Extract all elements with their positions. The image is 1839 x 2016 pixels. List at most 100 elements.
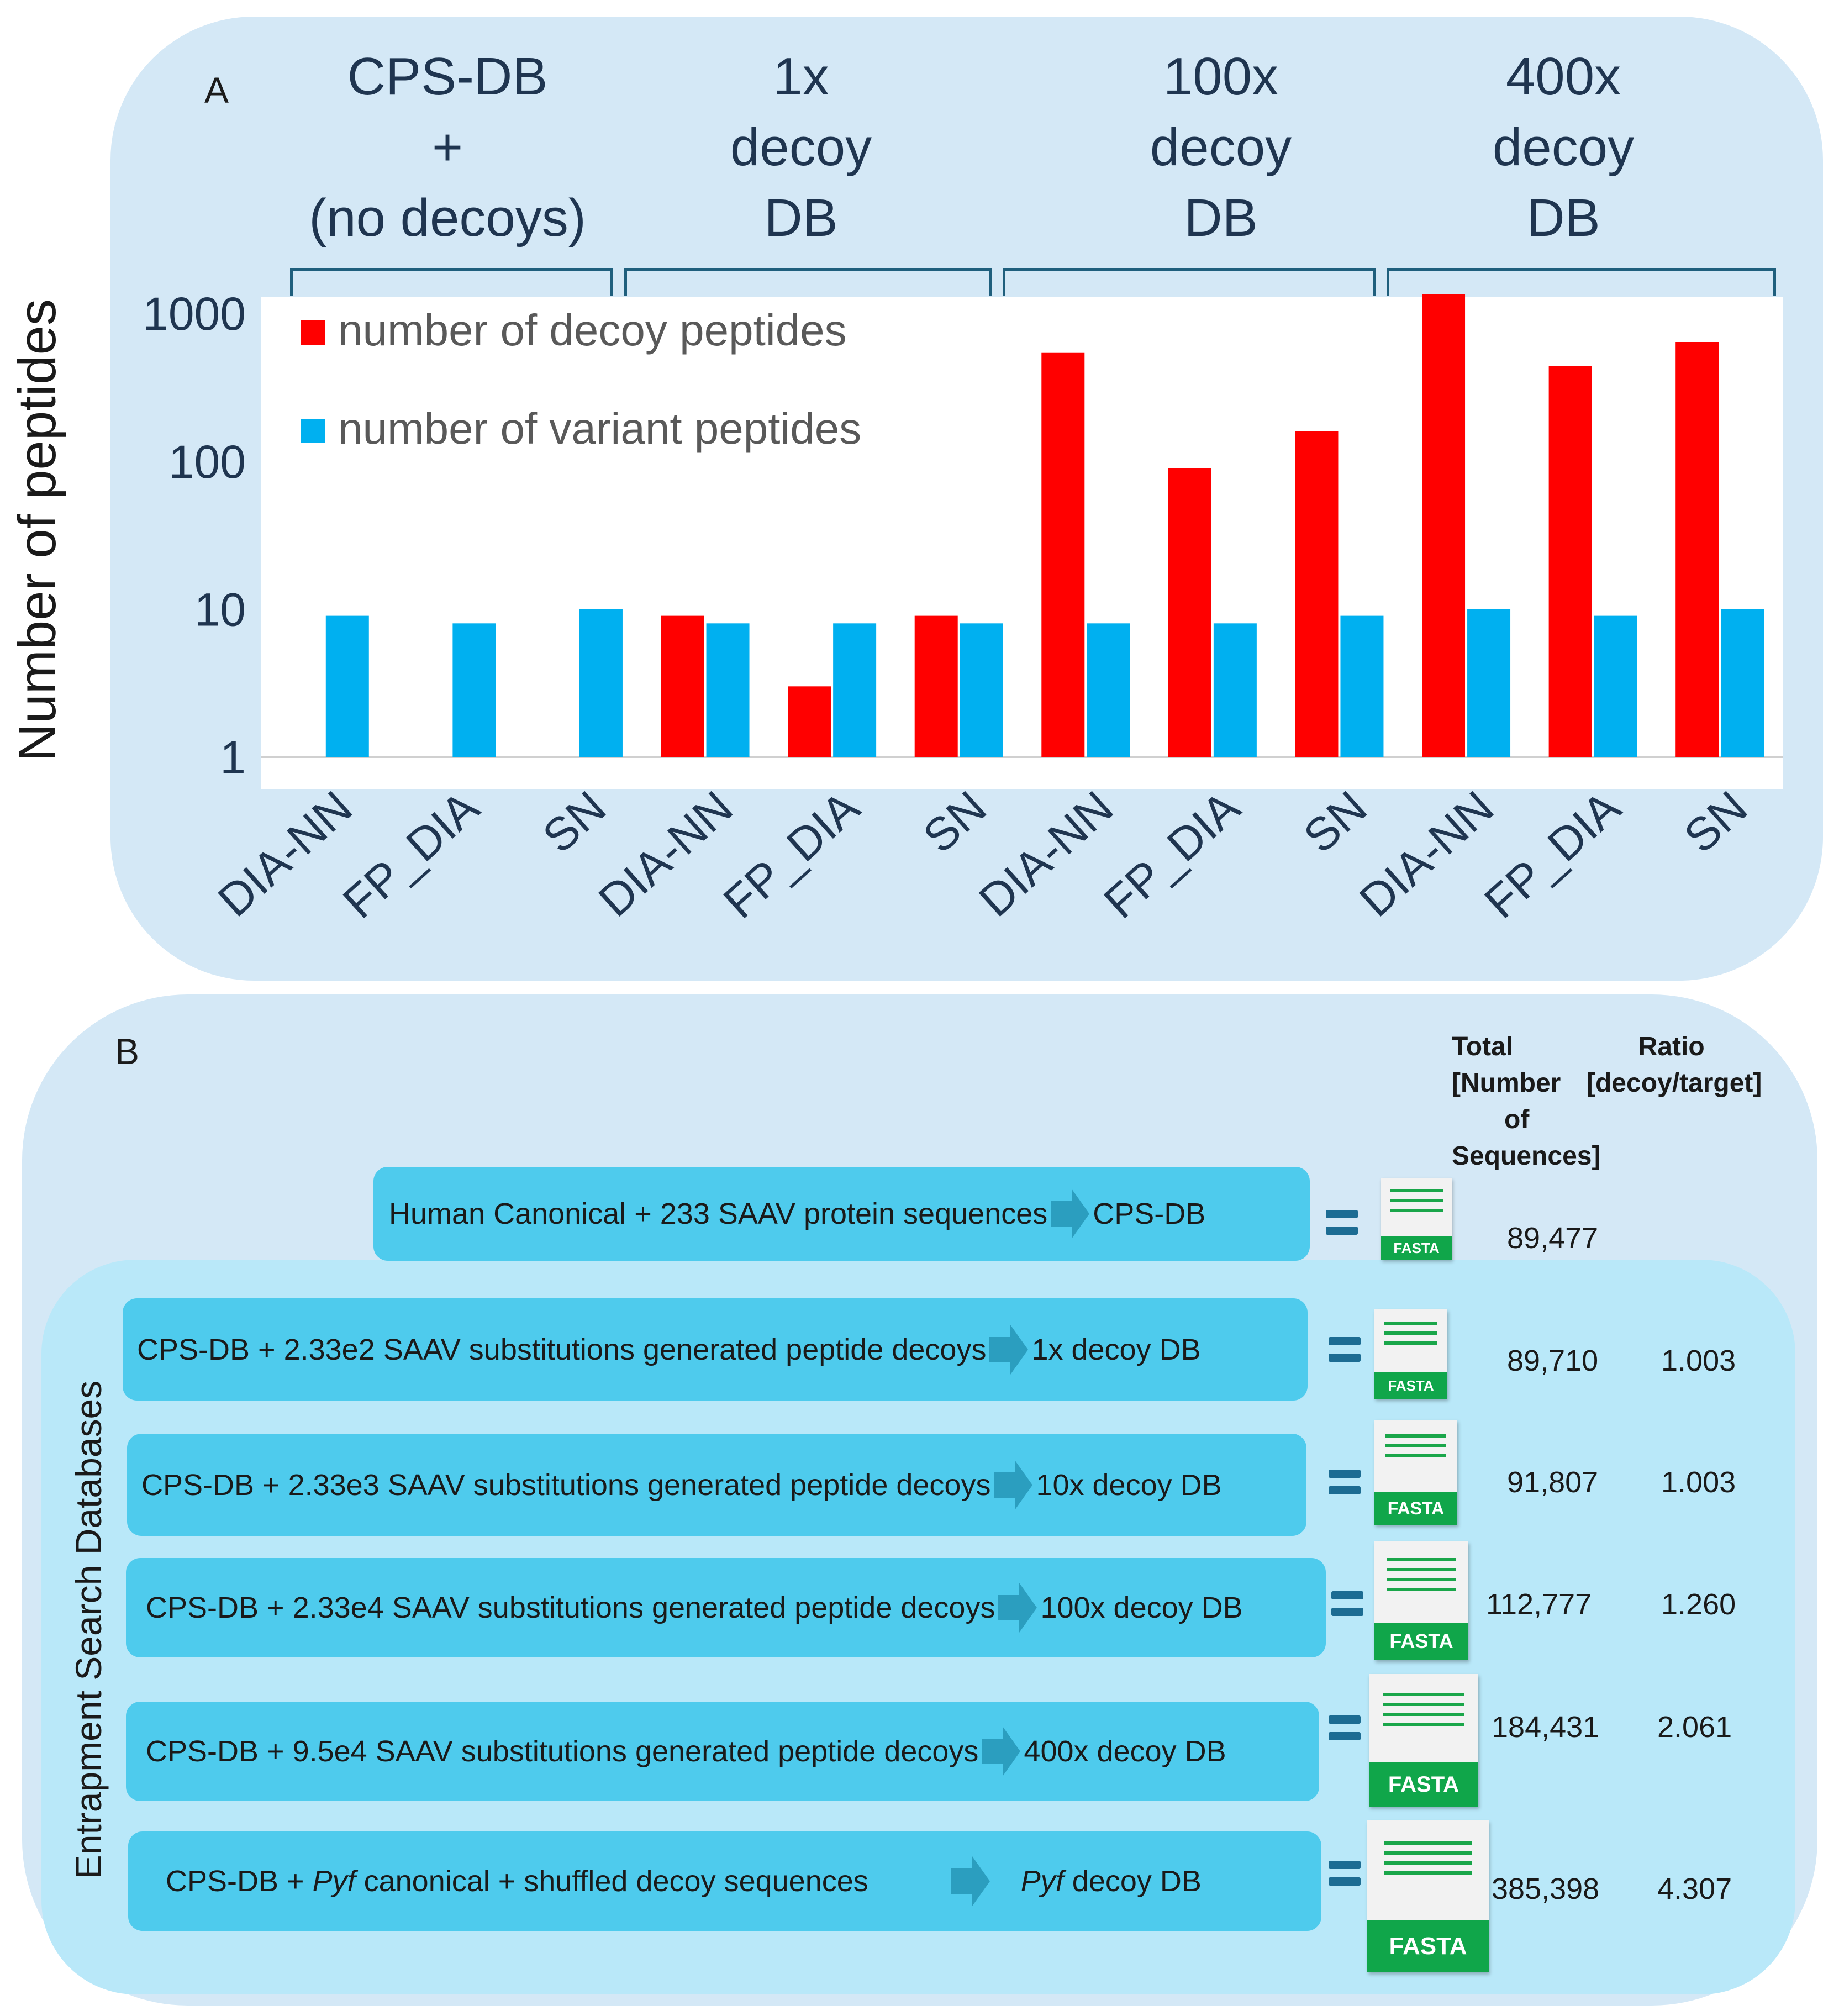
- row-description-part: canonical + shuffled decoy sequences: [355, 1865, 868, 1898]
- row-target: Pyf decoy DB: [1021, 1864, 1202, 1898]
- panel-b-label: B: [115, 1031, 140, 1072]
- decoy-bar: [1295, 431, 1339, 757]
- plot-area: [261, 297, 1783, 789]
- decoy-target-ratio: 2.061: [1657, 1710, 1732, 1744]
- y-axis-label: Number of peptides: [8, 299, 67, 762]
- total-sequences: 385,398: [1492, 1872, 1600, 1906]
- fasta-label: FASTA: [1367, 1920, 1489, 1972]
- y-tick-label: 1: [220, 731, 246, 783]
- total-sequences: 89,477: [1507, 1222, 1599, 1255]
- decoy-bar: [1548, 366, 1592, 757]
- database-row: CPS-DB + 2.33e2 SAAV substitutions gener…: [123, 1298, 1308, 1401]
- arrow-icon: [1051, 1189, 1090, 1239]
- legend-label: number of variant peptides: [338, 404, 861, 453]
- group-title-400x: 400x decoy DB: [1403, 41, 1724, 254]
- y-tick-label: 1000: [143, 288, 246, 340]
- variant-bar: [325, 615, 369, 757]
- arrow-icon: [994, 1460, 1033, 1510]
- group-bracket: [290, 268, 613, 296]
- row-target-part: decoy DB: [1063, 1865, 1202, 1898]
- total-column-header: Total [Number of Sequences]: [1452, 1029, 1600, 1175]
- y-tick-label: 100: [168, 436, 246, 488]
- x-tick-label: DIA-NN: [969, 781, 1123, 927]
- arrow-icon: [989, 1324, 1029, 1375]
- decoy-bar: [1168, 467, 1211, 757]
- row-target: 400x decoy DB: [1024, 1735, 1226, 1768]
- x-tick-label: FP_DIA: [333, 781, 488, 929]
- fasta-label: FASTA: [1374, 1492, 1457, 1525]
- fasta-file-icon: FASTA: [1367, 1820, 1489, 1972]
- x-tick-label: FP_DIA: [1094, 781, 1249, 929]
- legend-swatch: [301, 320, 325, 345]
- legend-swatch: [301, 419, 325, 443]
- total-sequences: 112,777: [1486, 1588, 1592, 1621]
- variant-bar: [1721, 609, 1764, 757]
- group-title-100x: 100x decoy DB: [1061, 41, 1381, 254]
- decoy-bar: [1041, 352, 1085, 757]
- database-row: CPS-DB + Pyf canonical + shuffled decoy …: [128, 1831, 1321, 1931]
- variant-bar: [1087, 623, 1130, 757]
- row-description: Human Canonical + 233 SAAV protein seque…: [389, 1197, 1048, 1230]
- x-tick-label: SN: [1294, 781, 1377, 863]
- fasta-label: FASTA: [1381, 1236, 1452, 1260]
- group-title-line: decoy: [730, 118, 872, 177]
- variant-bar: [579, 609, 623, 757]
- ratio-column-header: Ratio [decoy/target]: [1587, 1029, 1762, 1102]
- x-tick-label: DIA-NN: [589, 781, 742, 927]
- row-description: CPS-DB + 2.33e2 SAAV substitutions gener…: [137, 1333, 987, 1366]
- group-title-line: 100x: [1163, 47, 1279, 106]
- decoy-bar: [661, 615, 704, 757]
- variant-bar: [706, 623, 750, 757]
- row-description: CPS-DB + Pyf canonical + shuffled decoy …: [166, 1864, 868, 1898]
- total-sequences: 89,710: [1507, 1344, 1599, 1377]
- variant-bar: [1340, 615, 1384, 757]
- row-description-part: CPS-DB +: [166, 1865, 313, 1898]
- row-description: CPS-DB + 9.5e4 SAAV substitutions genera…: [146, 1735, 979, 1768]
- fasta-label: FASTA: [1374, 1372, 1447, 1399]
- database-row: Human Canonical + 233 SAAV protein seque…: [373, 1167, 1310, 1261]
- fasta-label: FASTA: [1374, 1623, 1468, 1660]
- decoy-target-ratio: 1.003: [1661, 1466, 1736, 1499]
- row-target: 100x decoy DB: [1040, 1591, 1243, 1624]
- equals-icon: [1329, 1861, 1361, 1894]
- group-bracket: [1387, 268, 1776, 296]
- group-title-line: DB: [1526, 188, 1600, 248]
- legend-label: number of decoy peptides: [338, 306, 847, 355]
- equals-icon: [1329, 1337, 1361, 1370]
- arrow-icon: [998, 1583, 1037, 1633]
- arrow-icon: [982, 1727, 1021, 1776]
- row-description: CPS-DB + 2.33e3 SAAV substitutions gener…: [141, 1468, 991, 1502]
- group-title-line: CPS-DB: [347, 47, 548, 106]
- decoy-bar: [914, 615, 958, 757]
- row-description: CPS-DB + 2.33e4 SAAV substitutions gener…: [146, 1591, 995, 1624]
- row-target: CPS-DB: [1093, 1197, 1206, 1230]
- equals-icon: [1331, 1591, 1363, 1624]
- group-title-line: (no decoys): [309, 188, 586, 248]
- arrow-icon: [951, 1856, 990, 1906]
- total-sequences: 91,807: [1507, 1466, 1599, 1499]
- header-line: Total: [1452, 1032, 1514, 1061]
- x-tick-label: DIA-NN: [1350, 781, 1503, 927]
- fasta-file-icon: FASTA: [1381, 1178, 1452, 1260]
- y-tick-label: 10: [194, 583, 246, 635]
- x-tick-label: SN: [1674, 781, 1757, 863]
- header-line: [Number: [1452, 1068, 1561, 1098]
- decoy-bar: [788, 686, 831, 757]
- group-title-line: decoy: [1492, 118, 1635, 177]
- header-line: Ratio: [1638, 1032, 1705, 1061]
- group-bracket: [1003, 268, 1376, 296]
- database-row: CPS-DB + 2.33e3 SAAV substitutions gener…: [127, 1434, 1306, 1536]
- header-line: Sequences]: [1452, 1141, 1601, 1171]
- fasta-file-icon: FASTA: [1369, 1674, 1478, 1807]
- fasta-file-icon: FASTA: [1374, 1541, 1468, 1660]
- row-description-italic: Pyf: [312, 1865, 356, 1898]
- group-title-line: decoy: [1150, 118, 1292, 177]
- variant-bar: [960, 623, 1003, 757]
- x-tick-label: FP_DIA: [1474, 781, 1630, 929]
- variant-bar: [1594, 615, 1637, 757]
- database-row: CPS-DB + 9.5e4 SAAV substitutions genera…: [126, 1702, 1319, 1801]
- group-title-line: DB: [1184, 188, 1258, 248]
- fasta-label: FASTA: [1369, 1762, 1478, 1807]
- group-title-no-decoys: CPS-DB + (no decoys): [287, 41, 608, 254]
